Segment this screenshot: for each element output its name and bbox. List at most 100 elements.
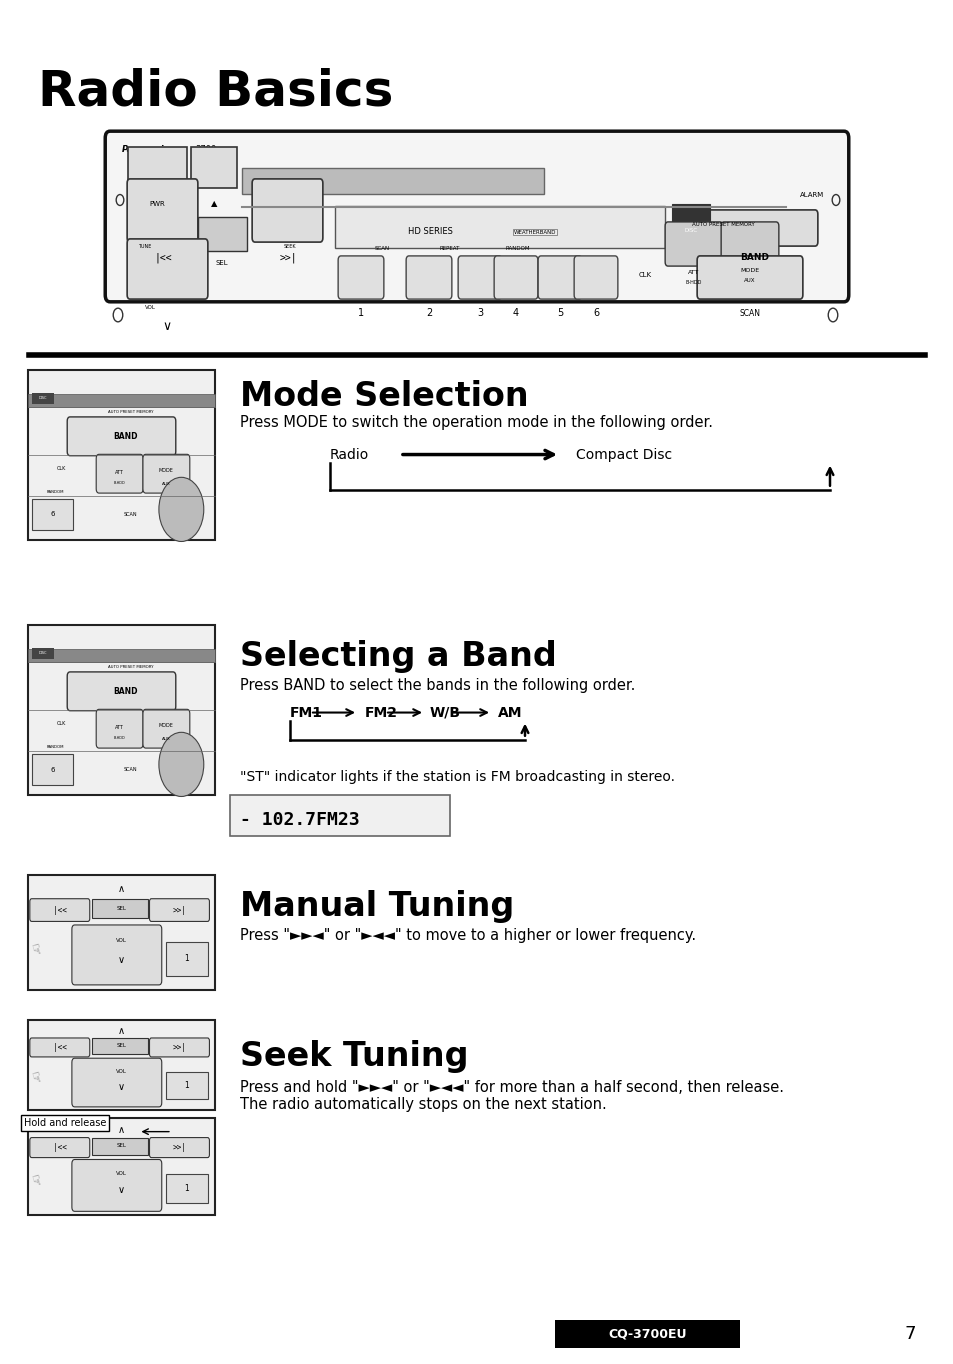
Text: ALARM: ALARM xyxy=(800,192,823,198)
FancyBboxPatch shape xyxy=(664,222,722,266)
Text: Hold and release: Hold and release xyxy=(24,1118,107,1128)
Text: DISC: DISC xyxy=(683,229,697,233)
FancyBboxPatch shape xyxy=(697,256,802,299)
Text: FM1: FM1 xyxy=(290,705,323,720)
Text: CLK: CLK xyxy=(57,466,67,471)
FancyBboxPatch shape xyxy=(128,147,187,188)
FancyBboxPatch shape xyxy=(191,147,236,188)
FancyBboxPatch shape xyxy=(252,179,322,241)
FancyBboxPatch shape xyxy=(127,239,208,299)
Text: 3: 3 xyxy=(476,308,482,318)
FancyBboxPatch shape xyxy=(91,899,148,918)
Text: REPEAT: REPEAT xyxy=(439,246,459,251)
Text: TUNE: TUNE xyxy=(56,900,67,904)
Text: 6: 6 xyxy=(50,512,54,517)
Text: B-HDD: B-HDD xyxy=(685,280,701,285)
Text: SCAN: SCAN xyxy=(124,767,137,772)
Text: B-HDD: B-HDD xyxy=(113,737,126,739)
Text: MODE: MODE xyxy=(159,723,173,728)
FancyBboxPatch shape xyxy=(537,256,581,299)
Bar xyxy=(242,168,543,194)
Text: AUTO PRESET MEMORY: AUTO PRESET MEMORY xyxy=(108,666,153,670)
Text: RANDOM: RANDOM xyxy=(47,745,64,749)
FancyBboxPatch shape xyxy=(67,672,175,711)
FancyBboxPatch shape xyxy=(127,179,197,241)
Text: FM2: FM2 xyxy=(365,705,397,720)
Text: 6: 6 xyxy=(593,308,598,318)
Text: "ST" indicator lights if the station is FM broadcasting in stereo.: "ST" indicator lights if the station is … xyxy=(240,771,675,784)
FancyBboxPatch shape xyxy=(91,1038,148,1054)
Text: Radio: Radio xyxy=(330,447,369,461)
Text: BAND: BAND xyxy=(112,687,137,696)
Bar xyxy=(28,370,214,540)
Text: MODE: MODE xyxy=(159,468,173,473)
Text: RANDOM: RANDOM xyxy=(47,491,64,494)
Text: 6: 6 xyxy=(50,767,54,772)
Text: WEATHERBAND: WEATHERBAND xyxy=(514,229,556,235)
Text: AUX: AUX xyxy=(162,483,171,487)
FancyBboxPatch shape xyxy=(692,210,817,246)
FancyBboxPatch shape xyxy=(30,899,90,922)
Text: ATT: ATT xyxy=(115,724,124,730)
Text: B-HDD: B-HDD xyxy=(113,481,126,484)
FancyBboxPatch shape xyxy=(574,256,618,299)
FancyBboxPatch shape xyxy=(91,1138,148,1155)
Text: DISC: DISC xyxy=(39,652,47,655)
Text: SEEK: SEEK xyxy=(283,244,295,250)
Text: ∧: ∧ xyxy=(118,884,125,893)
Text: SEL: SEL xyxy=(116,906,127,911)
Bar xyxy=(555,1320,740,1348)
Text: 1: 1 xyxy=(184,1082,189,1090)
Text: CLK: CLK xyxy=(57,722,67,726)
Circle shape xyxy=(159,732,204,797)
Text: 3700: 3700 xyxy=(194,145,216,154)
Text: Press BAND to select the bands in the following order.: Press BAND to select the bands in the fo… xyxy=(240,678,635,693)
Text: >>|: >>| xyxy=(279,252,296,263)
Text: AUX: AUX xyxy=(743,278,755,282)
FancyBboxPatch shape xyxy=(105,131,848,301)
Text: SCAN: SCAN xyxy=(374,246,389,251)
Bar xyxy=(28,1118,214,1215)
Text: SEEK: SEEK xyxy=(176,1039,187,1043)
Text: ∨: ∨ xyxy=(118,1082,125,1091)
Text: >>|: >>| xyxy=(172,1043,186,1052)
Text: CQ-3700EU: CQ-3700EU xyxy=(608,1327,686,1341)
Text: BAND: BAND xyxy=(112,432,137,441)
Text: Compact Disc: Compact Disc xyxy=(576,447,672,461)
Text: 1: 1 xyxy=(357,308,364,318)
Text: TUNE: TUNE xyxy=(138,244,152,250)
Text: - 102.7FM23: - 102.7FM23 xyxy=(240,812,359,829)
Text: |<<: |<< xyxy=(52,1043,67,1052)
Text: VOL: VOL xyxy=(116,1170,127,1176)
Bar xyxy=(31,499,72,529)
Text: HD SERIES: HD SERIES xyxy=(407,228,452,236)
Text: Press "►►◄" or "►◄◄" to move to a higher or lower frequency.: Press "►►◄" or "►◄◄" to move to a higher… xyxy=(240,928,696,943)
Text: VOL: VOL xyxy=(145,306,155,310)
Bar xyxy=(671,205,709,222)
Bar xyxy=(28,625,214,795)
Text: 1: 1 xyxy=(184,955,189,963)
FancyBboxPatch shape xyxy=(457,256,501,299)
Text: Mode Selection: Mode Selection xyxy=(240,381,528,413)
Text: >>|: >>| xyxy=(172,906,186,915)
Text: Press and hold "►►◄" or "►◄◄" for more than a half second, then release.
The rad: Press and hold "►►◄" or "►◄◄" for more t… xyxy=(240,1080,783,1113)
FancyBboxPatch shape xyxy=(71,1159,162,1211)
Text: TUNE: TUNE xyxy=(56,1139,67,1143)
Bar xyxy=(230,795,450,836)
Text: W/B: W/B xyxy=(430,705,460,720)
Text: AUX: AUX xyxy=(162,738,171,742)
Bar xyxy=(166,941,208,977)
Text: AUTO PRESET MEMORY: AUTO PRESET MEMORY xyxy=(691,222,754,226)
FancyBboxPatch shape xyxy=(150,899,210,922)
FancyBboxPatch shape xyxy=(198,217,247,251)
Bar xyxy=(166,1174,208,1203)
Text: CLK: CLK xyxy=(638,271,651,278)
Text: |<<: |<< xyxy=(154,252,172,263)
Text: AUTO PRESET MEMORY: AUTO PRESET MEMORY xyxy=(108,411,153,415)
FancyBboxPatch shape xyxy=(337,256,383,299)
Bar xyxy=(166,1072,208,1099)
Text: 7: 7 xyxy=(903,1324,915,1344)
Text: 1: 1 xyxy=(184,1184,189,1194)
Text: 4: 4 xyxy=(513,308,518,318)
Text: Manual Tuning: Manual Tuning xyxy=(240,889,514,923)
